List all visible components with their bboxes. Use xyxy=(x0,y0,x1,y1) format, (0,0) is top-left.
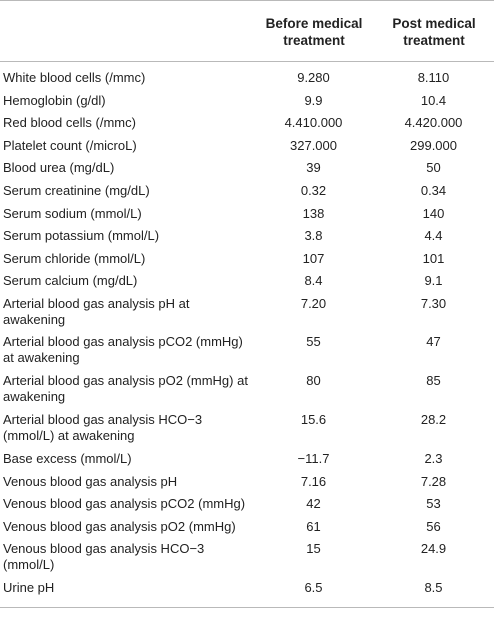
post-value: 56 xyxy=(426,518,441,534)
post-value: 50 xyxy=(426,160,441,176)
table-row: Serum sodium (mmol/L) 138 140 xyxy=(0,203,494,226)
before-value: 15.6 xyxy=(300,411,327,427)
post-value: 24.9 xyxy=(420,541,447,557)
row-label: Hemoglobin (g/dl) xyxy=(3,92,106,108)
row-label: Venous blood gas analysis pH xyxy=(3,473,178,489)
row-label: Arterial blood gas analysis pO2 (mmHg) a… xyxy=(3,372,248,404)
row-label: Serum potassium (mmol/L) xyxy=(3,228,160,244)
header-before-treatment: Before medical treatment xyxy=(254,0,374,62)
post-value: 10.4 xyxy=(420,92,447,108)
post-value: 53 xyxy=(426,496,441,512)
before-value: 6.5 xyxy=(254,577,374,608)
row-label: Venous blood gas analysis pCO2 (mmHg) xyxy=(3,496,246,512)
row-label: Base excess (mmol/L) xyxy=(3,450,132,466)
table-row: Venous blood gas analysis HCO−3 (mmol/L)… xyxy=(0,538,494,577)
row-label: Arterial blood gas analysis pCO2 (mmHg) … xyxy=(3,333,243,365)
post-value: 8.110 xyxy=(417,70,450,85)
before-value: 55 xyxy=(306,333,321,349)
before-value: 9.280 xyxy=(297,70,330,85)
row-label: Red blood cells (/mmc) xyxy=(3,115,136,131)
before-value: 327.000 xyxy=(290,137,337,153)
table-row: Urine pH 6.5 8.5 xyxy=(0,577,494,608)
before-value: 107 xyxy=(302,250,325,266)
post-value: 0.34 xyxy=(420,182,447,198)
post-value: 101 xyxy=(422,250,445,266)
row-label: Serum creatinine (mg/dL) xyxy=(3,182,150,198)
table-row: Arterial blood gas analysis pCO2 (mmHg) … xyxy=(0,331,494,370)
post-value: 47 xyxy=(426,333,441,349)
post-value: 9.1 xyxy=(424,273,443,289)
row-label: White blood cells (/mmc) xyxy=(3,70,146,85)
before-value: −11.7 xyxy=(297,450,330,466)
before-value: 61 xyxy=(306,518,321,534)
table-row: Serum creatinine (mg/dL) 0.32 0.34 xyxy=(0,180,494,203)
post-value: 2.3 xyxy=(424,450,443,466)
before-value: 0.32 xyxy=(300,182,327,198)
table-row: Serum chloride (mmol/L) 107 101 xyxy=(0,248,494,271)
row-label: Blood urea (mg/dL) xyxy=(3,160,115,176)
row-label: Serum calcium (mg/dL) xyxy=(3,273,138,289)
before-value: 4.410.000 xyxy=(284,115,343,131)
before-value: 42 xyxy=(306,496,321,512)
before-value: 39 xyxy=(306,160,321,176)
row-label: Platelet count (/microL) xyxy=(3,137,137,153)
table-row: Arterial blood gas analysis pO2 (mmHg) a… xyxy=(0,370,494,409)
table-row: Red blood cells (/mmc) 4.410.000 4.420.000 xyxy=(0,112,494,135)
header-post-treatment: Post medical treatment xyxy=(374,0,494,62)
before-value: 7.20 xyxy=(300,295,327,311)
post-value: 7.30 xyxy=(420,295,447,311)
table-row: Venous blood gas analysis pCO2 (mmHg) 42 5… xyxy=(0,493,494,516)
post-value: 85 xyxy=(426,372,441,388)
table-header-row: Before medical treatment Post medical tr… xyxy=(0,0,494,62)
before-value: 8.4 xyxy=(304,273,323,289)
before-value: 138 xyxy=(302,205,325,221)
table-row: Base excess (mmol/L) −11.7 2.3 xyxy=(0,448,494,471)
lab-results-table: Before medical treatment Post medical tr… xyxy=(0,0,494,608)
table-row: Venous blood gas analysis pH 7.16 7.28 xyxy=(0,471,494,494)
row-label: Arterial blood gas analysis pH at awaken… xyxy=(3,295,190,327)
row-label: Serum sodium (mmol/L) xyxy=(3,205,142,221)
table-row: Serum calcium (mg/dL) 8.4 9.1 xyxy=(0,270,494,293)
post-value: 140 xyxy=(422,205,445,221)
before-value: 9.9 xyxy=(304,92,323,108)
before-value: 3.8 xyxy=(304,228,323,244)
post-value: 299.000 xyxy=(410,137,457,153)
table-row: Platelet count (/microL) 327.000 299.000 xyxy=(0,135,494,158)
row-label: Arterial blood gas analysis HCO−3 (mmol/… xyxy=(3,411,203,443)
table-row: Blood urea (mg/dL) 39 50 xyxy=(0,157,494,180)
before-value: 80 xyxy=(306,372,321,388)
post-value: 8.5 xyxy=(374,577,494,608)
table-row: Venous blood gas analysis pO2 (mmHg) 61 56 xyxy=(0,516,494,539)
post-value: 4.420.000 xyxy=(404,115,463,131)
row-label: Venous blood gas analysis HCO−3 (mmol/L) xyxy=(3,541,205,573)
table-row: Arterial blood gas analysis HCO−3 (mmol/… xyxy=(0,409,494,448)
table-row: Hemoglobin (g/dl) 9.9 10.4 xyxy=(0,90,494,113)
table-row: Arterial blood gas analysis pH at awaken… xyxy=(0,293,494,331)
header-parameter xyxy=(0,0,254,62)
row-label: Serum chloride (mmol/L) xyxy=(3,250,146,266)
before-value: 15 xyxy=(306,541,321,557)
table-row: Serum potassium (mmol/L) 3.8 4.4 xyxy=(0,225,494,248)
post-value: 28.2 xyxy=(420,411,447,427)
row-label: Urine pH xyxy=(0,577,254,608)
before-value: 7.16 xyxy=(300,473,327,489)
post-value: 4.4 xyxy=(424,228,443,244)
post-value: 7.28 xyxy=(420,473,447,489)
table-row: White blood cells (/mmc) 9.280 8.110 xyxy=(0,62,494,90)
row-label: Venous blood gas analysis pO2 (mmHg) xyxy=(3,518,236,534)
